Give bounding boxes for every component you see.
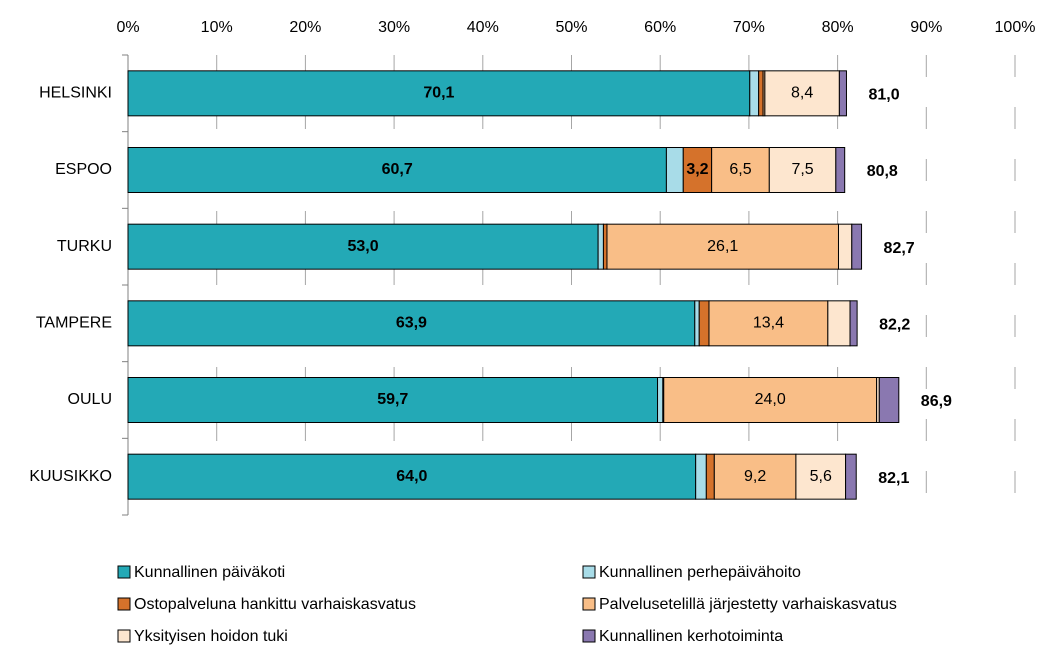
bar-segment: [665, 147, 684, 193]
total-label: 82,2: [879, 317, 910, 334]
bar-segment: [597, 223, 604, 270]
x-tick-label: 0%: [116, 19, 139, 36]
bar-segment: [878, 377, 900, 423]
bar-segment: [768, 147, 837, 193]
legend-label: Kunnallinen kerhotoiminta: [599, 628, 783, 645]
total-label: 82,1: [878, 470, 909, 487]
legend-label: Palvelusetelillä järjestetty varhaiskasv…: [599, 596, 897, 613]
x-tick-label: 10%: [201, 19, 233, 36]
x-tick-label: 30%: [378, 19, 410, 36]
y-tick-label: KUUSIKKO: [29, 468, 112, 485]
x-tick-label: 100%: [995, 19, 1036, 36]
bar-segment: [749, 70, 760, 117]
y-tick-label: HELSINKI: [39, 85, 112, 102]
bar-segment: [838, 70, 847, 117]
legend-label: Kunnallinen perhepäivähoito: [599, 564, 801, 581]
legend-swatch: [117, 565, 131, 579]
x-tick-label: 20%: [289, 19, 321, 36]
bar-segment: [758, 70, 764, 117]
legend-label: Yksityisen hoidon tuki: [134, 628, 288, 645]
bar-segment: [851, 223, 863, 270]
total-label: 82,7: [884, 240, 915, 257]
data-label: 13,4: [753, 315, 784, 332]
bar-segment: [695, 453, 707, 500]
bar-segment: [827, 300, 851, 347]
y-tick-label: TAMPERE: [36, 315, 112, 332]
data-label: 64,0: [396, 468, 427, 485]
data-label: 8,4: [791, 85, 813, 102]
bar-segment: [127, 377, 659, 423]
y-tick-label: TURKU: [57, 238, 112, 255]
x-tick-label: 70%: [733, 19, 765, 36]
bar-segment: [835, 147, 846, 193]
bar-segment: [694, 300, 700, 347]
total-label: 81,0: [868, 87, 899, 104]
legend-swatch: [582, 565, 596, 579]
x-tick-label: 90%: [910, 19, 942, 36]
bar-segment: [606, 223, 839, 270]
y-tick-label: OULU: [68, 391, 112, 408]
bar-segment: [713, 453, 797, 500]
legend-swatch: [582, 597, 596, 611]
bar-segment: [602, 223, 608, 270]
legend-swatch: [117, 629, 131, 643]
x-tick-label: 40%: [467, 19, 499, 36]
data-label: 53,0: [347, 238, 378, 255]
data-label: 26,1: [707, 238, 738, 255]
legend-label: Kunnallinen päiväkoti: [134, 564, 285, 581]
legend-label: Ostopalveluna hankittu varhaiskasvatus: [134, 596, 416, 613]
bar-segment: [849, 300, 858, 347]
bar-segment: [663, 377, 878, 423]
data-label: 5,6: [810, 468, 832, 485]
total-label: 80,8: [867, 163, 898, 180]
bar-segment: [698, 300, 710, 347]
legend-swatch: [117, 597, 131, 611]
bar-segment: [845, 453, 857, 500]
bar-segment: [127, 300, 696, 347]
x-tick-label: 50%: [555, 19, 587, 36]
bar-segment: [764, 70, 840, 117]
bar-segment: [837, 223, 853, 270]
bar-segment: [127, 147, 667, 193]
data-label: 3,2: [686, 161, 708, 178]
data-label: 7,5: [791, 161, 813, 178]
data-label: 24,0: [755, 391, 786, 408]
total-label: 86,9: [921, 393, 952, 410]
x-tick-label: 60%: [644, 19, 676, 36]
bar-segment: [682, 147, 713, 193]
data-label: 9,2: [744, 468, 766, 485]
data-label: 63,9: [396, 315, 427, 332]
data-label: 70,1: [423, 85, 454, 102]
bar-segment: [711, 147, 770, 193]
bar-segment: [127, 453, 697, 500]
legend-swatch: [582, 629, 596, 643]
bar-segment: [705, 453, 715, 500]
y-tick-label: ESPOO: [55, 161, 112, 178]
data-label: 60,7: [382, 161, 413, 178]
x-tick-label: 80%: [822, 19, 854, 36]
data-label: 6,5: [729, 161, 751, 178]
data-label: 59,7: [377, 391, 408, 408]
bar-segment: [795, 453, 847, 500]
bar-segment: [708, 300, 829, 347]
bar-segment: [657, 377, 664, 423]
